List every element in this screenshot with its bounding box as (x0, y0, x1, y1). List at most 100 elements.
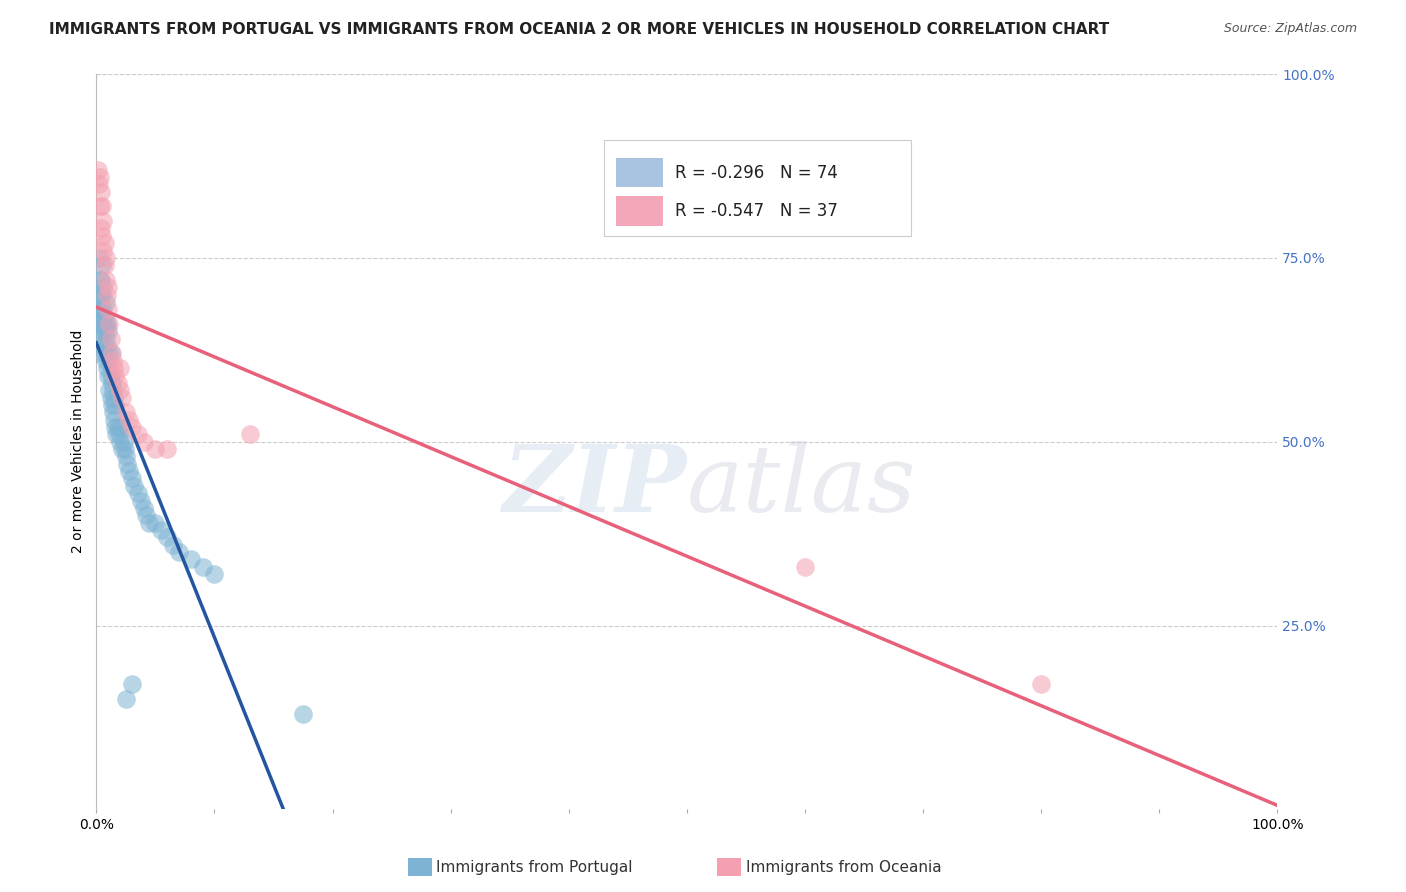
Point (108, 383, 131, 397)
Point (100, 368, 122, 383)
Point (90, 185, 112, 199)
Point (91, 199, 114, 213)
Point (90, 273, 112, 287)
Point (111, 442, 134, 456)
Point (112, 434, 135, 449)
Point (110, 420, 132, 434)
Point (127, 427, 149, 442)
Point (97, 280, 120, 294)
Text: R = -0.547   N = 37: R = -0.547 N = 37 (675, 202, 838, 219)
Point (105, 427, 128, 442)
Point (86, 162, 108, 177)
Point (93, 244, 115, 258)
Point (115, 405, 138, 419)
Point (91, 228, 114, 243)
Point (89, 302, 111, 317)
Point (118, 412, 141, 426)
Point (100, 346, 122, 360)
Point (97, 302, 120, 317)
Point (793, 559, 815, 574)
Point (132, 500, 155, 515)
Point (93, 302, 115, 317)
Point (93, 258, 115, 272)
Point (104, 420, 127, 434)
Point (93, 346, 115, 360)
Point (121, 420, 143, 434)
Point (98, 383, 121, 397)
Point (162, 538, 184, 552)
Point (100, 346, 122, 360)
Point (87, 178, 110, 192)
Point (129, 493, 152, 508)
Point (104, 398, 127, 412)
Point (97, 346, 120, 360)
Point (103, 391, 125, 405)
Point (94, 332, 117, 346)
Point (93, 214, 115, 228)
Text: R = -0.296   N = 74: R = -0.296 N = 74 (675, 163, 838, 182)
Point (91, 325, 114, 339)
Point (96, 361, 118, 376)
Point (93, 317, 115, 331)
Point (156, 442, 179, 456)
Point (96, 317, 118, 331)
Point (86, 346, 108, 360)
Text: atlas: atlas (686, 441, 917, 531)
Point (115, 457, 138, 471)
Point (167, 545, 190, 559)
Text: Immigrants from Portugal: Immigrants from Portugal (436, 860, 633, 874)
Point (94, 353, 117, 368)
Point (94, 273, 117, 287)
Point (91, 258, 114, 272)
Point (91, 287, 114, 301)
Point (101, 353, 124, 368)
Point (96, 339, 118, 353)
Point (86, 302, 108, 317)
Point (90, 317, 112, 331)
Point (93, 339, 115, 353)
Point (121, 677, 143, 691)
Point (93, 325, 115, 339)
Point (191, 559, 214, 574)
Point (111, 391, 134, 405)
Point (150, 523, 173, 537)
Point (96, 287, 118, 301)
Point (132, 434, 155, 449)
Point (108, 361, 131, 376)
Point (89, 169, 111, 184)
Point (89, 332, 111, 346)
Point (94, 295, 117, 310)
Point (122, 479, 145, 493)
Point (87, 317, 110, 331)
Point (100, 391, 122, 405)
Point (97, 368, 120, 383)
Point (107, 376, 129, 390)
Point (103, 361, 125, 376)
Point (114, 442, 136, 456)
Point (101, 405, 124, 419)
Point (100, 332, 122, 346)
Point (103, 412, 125, 426)
FancyBboxPatch shape (616, 158, 664, 187)
Text: ZIP: ZIP (502, 441, 686, 531)
Point (145, 516, 167, 530)
Point (127, 486, 149, 500)
Point (107, 427, 129, 442)
Point (204, 567, 226, 582)
Y-axis label: 2 or more Vehicles in Household: 2 or more Vehicles in Household (72, 330, 86, 553)
Point (108, 434, 131, 449)
Point (239, 427, 262, 442)
Point (93, 310, 115, 324)
Point (100, 376, 122, 390)
Point (292, 706, 315, 721)
Point (89, 199, 111, 213)
Point (93, 280, 115, 294)
Point (121, 471, 143, 485)
Text: IMMIGRANTS FROM PORTUGAL VS IMMIGRANTS FROM OCEANIA 2 OR MORE VEHICLES IN HOUSEH: IMMIGRANTS FROM PORTUGAL VS IMMIGRANTS F… (49, 22, 1109, 37)
Point (94, 251, 117, 265)
Point (89, 273, 111, 287)
Point (135, 508, 157, 523)
Point (91, 310, 114, 324)
Text: Immigrants from Oceania: Immigrants from Oceania (745, 860, 942, 874)
Point (138, 516, 160, 530)
